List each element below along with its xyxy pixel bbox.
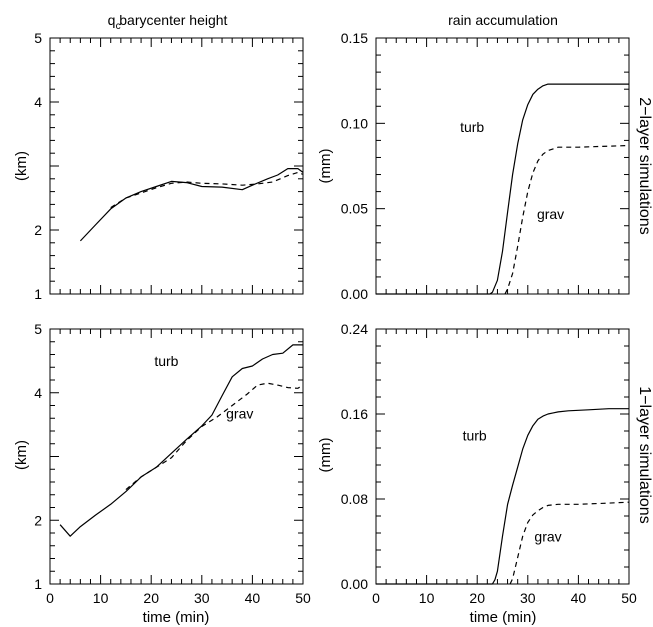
annotation-turb: turb [154, 353, 178, 369]
y-tick-label: 2 [34, 512, 42, 528]
panel-top-left: 1 2 4 5 [34, 30, 304, 302]
annotation-grav: grav [226, 405, 253, 421]
y-axis-label-bottom-right: (mm) [317, 438, 334, 473]
series-line-solid [59, 344, 303, 537]
col-title-left: q barycenter height [108, 12, 228, 28]
y-tick-label: 0.00 [341, 286, 368, 302]
y-tick-label: 2 [34, 222, 42, 238]
y-tick-label: 4 [34, 94, 42, 110]
series-line-solid [376, 408, 629, 585]
series-line-dashed [509, 501, 630, 585]
series-line-dashed [110, 171, 304, 209]
x-axis-label-left: time (min) [143, 609, 210, 626]
annotation-turb: turb [460, 119, 484, 135]
y-tick-label: 4 [34, 385, 42, 401]
panel-bottom-right: 0 10 20 30 40 50 0.00 0.08 0.16 0.24 turb grav [341, 321, 637, 606]
panel-bottom-left: 0 10 20 30 40 50 1 2 4 5 turb grav [34, 321, 311, 606]
y-tick-label: 1 [34, 576, 42, 592]
x-tick-label: 0 [372, 590, 380, 606]
x-tick-label: 20 [469, 590, 485, 606]
plot-frame [49, 37, 304, 295]
annotation-grav: grav [537, 206, 564, 222]
x-tick-label: 50 [621, 590, 637, 606]
x-tick-label: 10 [419, 590, 435, 606]
series-line-solid [79, 168, 304, 242]
x-tick-label: 0 [46, 590, 54, 606]
x-axis-label-right: time (min) [470, 609, 537, 626]
col-title-left-subscript: c [116, 21, 121, 32]
x-tick-label: 40 [571, 590, 587, 606]
y-tick-label: 5 [34, 321, 42, 337]
y-tick-label: 0.05 [341, 201, 368, 217]
series-line-solid [376, 83, 629, 295]
plot-frame [375, 328, 630, 585]
x-tick-label: 30 [520, 590, 536, 606]
annotation-grav: grav [534, 529, 561, 545]
series-line-dashed [125, 382, 304, 491]
x-tick-label: 20 [143, 590, 159, 606]
y-tick-label: 0.24 [341, 321, 368, 337]
x-tick-label: 30 [194, 590, 210, 606]
x-tick-label: 50 [295, 590, 311, 606]
y-axis-label-bottom-left: (km) [13, 440, 30, 470]
col-title-left-text: q barycenter height [108, 12, 228, 28]
x-tick-label: 10 [93, 590, 109, 606]
y-tick-label: 0.15 [341, 30, 368, 46]
y-tick-label: 0.10 [341, 115, 368, 131]
annotation-turb: turb [463, 428, 487, 444]
y-tick-label: 0.08 [341, 491, 368, 507]
y-tick-label: 0.16 [341, 406, 368, 422]
plot-frame [375, 37, 630, 295]
col-title-right: rain accumulation [448, 12, 558, 28]
row-label-top: 2−layer simulations [636, 97, 653, 234]
y-axis-label-top-right: (mm) [317, 149, 334, 184]
y-tick-label: 1 [34, 286, 42, 302]
y-tick-label: 5 [34, 30, 42, 46]
x-tick-label: 40 [245, 590, 261, 606]
panel-top-right: 0.00 0.05 0.10 0.15 turb grav [341, 30, 630, 302]
series-line-dashed [504, 144, 630, 295]
y-tick-label: 0.00 [341, 576, 368, 592]
y-axis-label-top-left: (km) [13, 151, 30, 181]
row-label-bottom: 1−layer simulations [636, 386, 653, 523]
